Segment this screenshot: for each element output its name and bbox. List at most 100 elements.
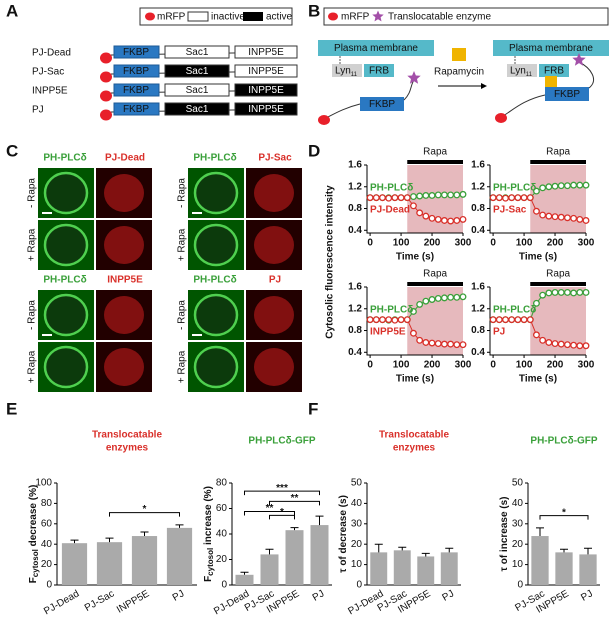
point bbox=[403, 316, 411, 324]
point bbox=[447, 217, 455, 225]
y-tick-label: 0.4 bbox=[471, 225, 485, 236]
point bbox=[447, 340, 455, 348]
y-tick-label: 20 bbox=[351, 539, 363, 550]
domain-box bbox=[234, 64, 298, 78]
y-label-part: cytosol bbox=[31, 549, 40, 577]
domain-box bbox=[234, 102, 298, 116]
scale-bar bbox=[192, 212, 202, 214]
point bbox=[410, 193, 417, 201]
series-label: PH-PLCδ bbox=[370, 182, 413, 193]
bar bbox=[96, 542, 123, 585]
y-tick-label: 20 bbox=[216, 554, 228, 565]
point bbox=[551, 288, 559, 296]
x-tick-label: 0 bbox=[490, 238, 496, 249]
rapamycin bbox=[452, 48, 466, 61]
point bbox=[416, 209, 424, 217]
y-tick-label: 1.6 bbox=[348, 282, 362, 293]
sig-bracket bbox=[244, 511, 295, 516]
point bbox=[416, 192, 424, 200]
point bbox=[428, 339, 436, 347]
y-tick-label: 1.6 bbox=[471, 282, 485, 293]
point bbox=[422, 212, 430, 220]
linker bbox=[325, 103, 361, 119]
error-bar bbox=[560, 548, 568, 553]
y-tick-label: 0.8 bbox=[348, 203, 362, 214]
chart-title: enzymes bbox=[393, 443, 436, 454]
fkbp-box bbox=[360, 97, 404, 111]
sig-bracket bbox=[539, 515, 589, 520]
point bbox=[453, 341, 461, 349]
y-axis-label: τ of decrease (s) bbox=[338, 495, 349, 573]
lyn-label: Lyn11 bbox=[335, 66, 358, 78]
point bbox=[391, 194, 399, 202]
x-tick-label: PJ bbox=[171, 588, 187, 603]
y-tick-label: 1.2 bbox=[471, 181, 485, 192]
x-axis-label: Time (s) bbox=[396, 374, 434, 385]
scale-bar bbox=[192, 334, 202, 336]
point bbox=[422, 297, 430, 305]
y-tick-label: 40 bbox=[351, 498, 363, 509]
lyn-box bbox=[332, 64, 362, 77]
domain-label: FKBP bbox=[123, 104, 149, 115]
error-bar bbox=[584, 547, 592, 555]
rapamycin bbox=[545, 76, 557, 88]
point bbox=[520, 194, 528, 202]
y-tick-label: 0.4 bbox=[348, 225, 362, 236]
point bbox=[489, 316, 497, 324]
point bbox=[539, 291, 547, 299]
fkbp-box bbox=[113, 102, 160, 116]
error-bar bbox=[374, 543, 383, 553]
domain-box bbox=[164, 83, 230, 97]
condition-label: + Rapa bbox=[27, 228, 38, 261]
point bbox=[489, 194, 497, 202]
x-tick-label: 0 bbox=[490, 360, 496, 371]
point bbox=[582, 181, 590, 189]
cell-green bbox=[43, 293, 89, 337]
series-label: INPP5E bbox=[370, 326, 406, 337]
mrfp bbox=[100, 71, 112, 83]
condition-label: + Rapa bbox=[177, 350, 188, 383]
error-bar bbox=[315, 515, 324, 526]
point bbox=[440, 191, 448, 199]
series-label: PJ-Dead bbox=[370, 204, 410, 215]
fkbp-box bbox=[113, 64, 160, 78]
mrfp bbox=[495, 113, 507, 123]
point bbox=[410, 308, 417, 315]
point bbox=[440, 294, 448, 302]
membrane-label: Plasma membrane bbox=[509, 43, 593, 54]
image-label: PJ-Sac bbox=[258, 153, 292, 164]
error-bar bbox=[70, 539, 79, 544]
y-tick-label: 10 bbox=[512, 559, 524, 570]
point bbox=[557, 340, 565, 348]
series-label: PH-PLCδ bbox=[370, 304, 413, 315]
condition-label: + Rapa bbox=[177, 228, 188, 261]
y-axis-label: τ of increase (s) bbox=[499, 496, 510, 571]
point bbox=[539, 336, 547, 344]
cell-red bbox=[254, 174, 294, 212]
chart-title: Translocatable bbox=[379, 430, 449, 441]
enzyme-star bbox=[572, 53, 586, 66]
image-label: PH-PLCδ bbox=[43, 275, 86, 286]
domain-label: Sac1 bbox=[186, 104, 209, 115]
series-label: PJ-Sac bbox=[493, 204, 527, 215]
membrane bbox=[493, 40, 609, 56]
domain-label: Sac1 bbox=[186, 47, 209, 58]
point bbox=[410, 329, 417, 337]
legend-text: active bbox=[266, 12, 293, 23]
image-label: PJ-Dead bbox=[105, 153, 145, 164]
point bbox=[576, 288, 584, 296]
point bbox=[502, 194, 509, 202]
error-bar bbox=[265, 548, 274, 555]
x-tick-label: 100 bbox=[393, 360, 410, 371]
fkbp-box bbox=[113, 83, 160, 97]
bar bbox=[417, 556, 435, 585]
sig-label: ** bbox=[291, 493, 299, 504]
point bbox=[545, 183, 553, 191]
bar bbox=[235, 574, 254, 585]
domain-label: FKBP bbox=[123, 85, 149, 96]
y-tick-label: 0.4 bbox=[471, 347, 485, 358]
scale-bar bbox=[42, 334, 52, 336]
bar bbox=[440, 552, 458, 585]
y-tick-label: 100 bbox=[35, 478, 52, 489]
series-label: PJ bbox=[493, 326, 505, 337]
